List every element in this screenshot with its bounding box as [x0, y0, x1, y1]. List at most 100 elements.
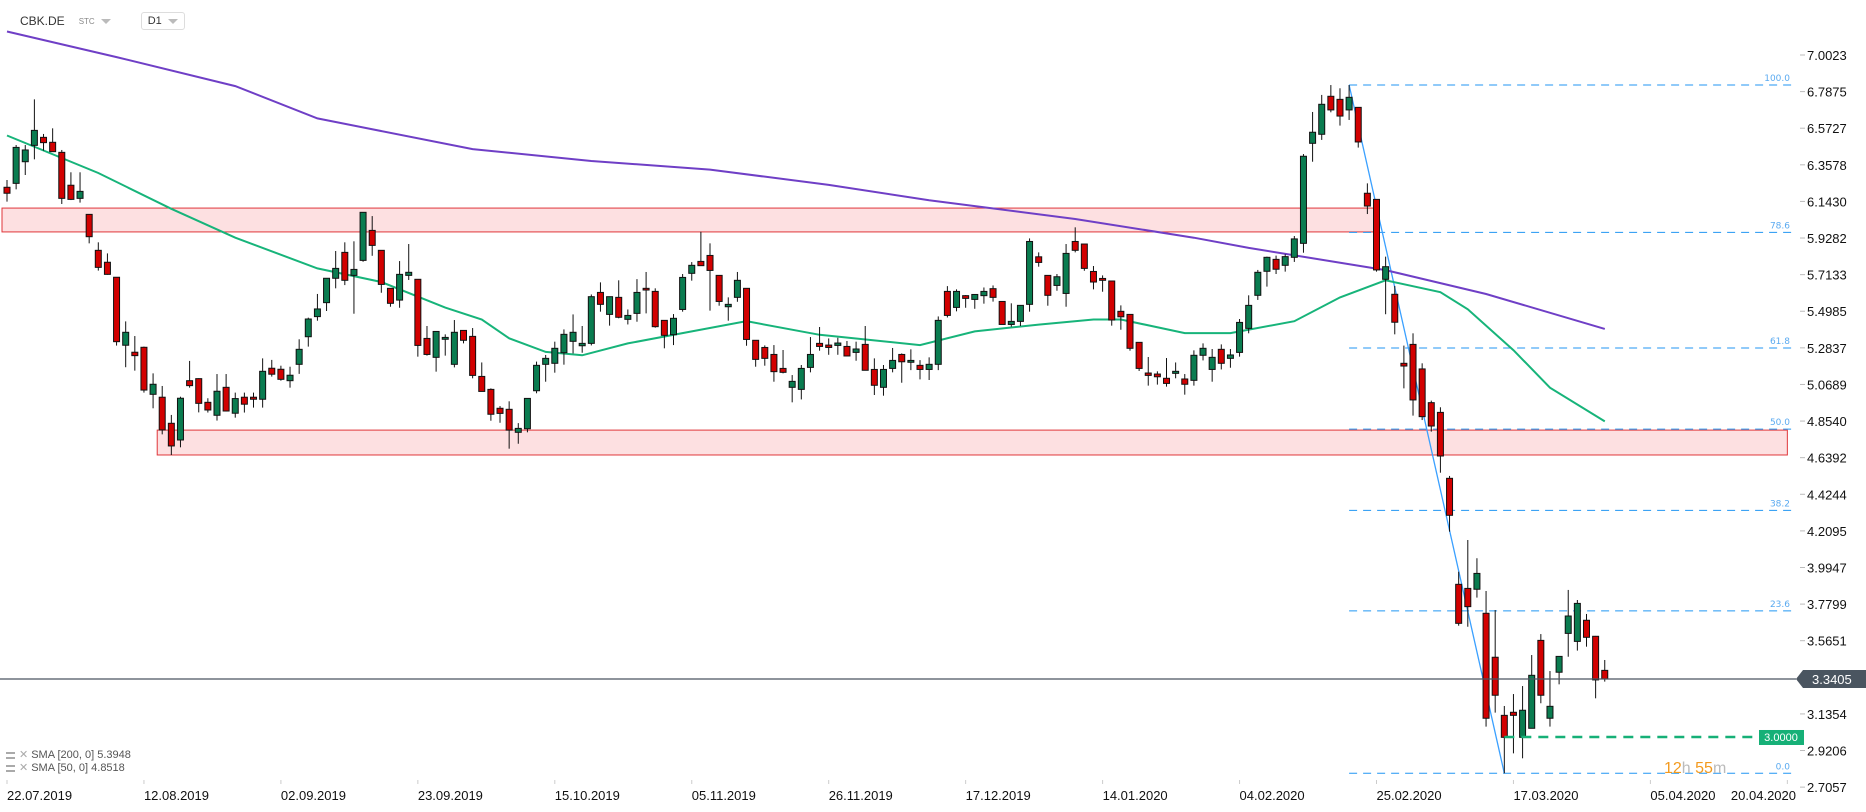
time-tick-label: 17.03.2020 — [1513, 788, 1578, 803]
candle — [441, 334, 449, 356]
candle-body-bearish — [186, 380, 194, 387]
moving-averages — [6, 30, 1606, 423]
countdown-m: m — [1712, 760, 1727, 777]
price-tick-label: 4.8540 — [1807, 414, 1847, 429]
candle-body-bearish — [1135, 341, 1143, 369]
fibonacci-retracement[interactable]: 100.0 78.6 61.8 50.0 38.2 23.6 0.0 — [1348, 74, 1796, 774]
candle-body-bearish — [1537, 639, 1545, 696]
candle-body-bearish — [1391, 293, 1399, 323]
price-tick-label: 4.4244 — [1807, 487, 1847, 502]
candle — [816, 327, 824, 351]
candle — [587, 294, 595, 346]
close-icon[interactable]: ✕ — [19, 749, 29, 761]
candle — [943, 286, 951, 318]
candle-body-bearish — [1144, 372, 1152, 376]
candle-body-bullish — [1345, 96, 1353, 111]
candle — [642, 271, 650, 314]
candle — [414, 278, 422, 357]
candle-body-bullish — [578, 342, 586, 347]
price-tick-label: 3.1354 — [1807, 707, 1847, 722]
candle-body-bearish — [1099, 277, 1107, 281]
symbol-label[interactable]: CBK.DE — [20, 14, 65, 28]
candle — [578, 325, 586, 353]
time-tick-label: 12.08.2019 — [144, 788, 209, 803]
price-lines — [0, 678, 1796, 739]
candle — [542, 354, 550, 382]
candle-body-bearish — [743, 287, 751, 340]
price-tick-label: 2.7057 — [1807, 780, 1847, 795]
close-icon[interactable]: ✕ — [19, 762, 29, 774]
candle-body-bullish — [934, 319, 942, 365]
candle — [660, 319, 668, 349]
time-tick-label: 15.10.2019 — [555, 788, 620, 803]
price-zone[interactable] — [1, 207, 1377, 233]
candle — [569, 314, 577, 354]
candle — [368, 216, 376, 256]
candle-body-bearish — [1071, 240, 1079, 251]
candle — [861, 325, 869, 371]
candle-body-bearish — [240, 396, 248, 405]
candle — [1007, 303, 1015, 327]
candle-body-bearish — [1455, 583, 1463, 624]
candle-body-bullish — [176, 397, 184, 441]
candle — [916, 360, 924, 380]
fib-level-label: 38.2 — [1770, 499, 1790, 509]
candle-body-bearish — [1409, 343, 1417, 401]
candle — [1281, 254, 1289, 272]
candle — [879, 365, 887, 396]
alert-level-badge[interactable] — [1759, 729, 1804, 745]
candle — [1144, 356, 1152, 386]
indicator-legend: ✕ SMA [200, 0] 5.3948 ✕ SMA [50, 0] 4.8518 — [6, 749, 131, 775]
candle — [432, 330, 440, 372]
legend-sma200[interactable]: ✕ SMA [200, 0] 5.3948 — [6, 749, 131, 762]
candle-body-bullish — [1263, 256, 1271, 272]
candle-body-bullish — [1564, 615, 1572, 634]
price-axis[interactable]: 7.0023 6.7875 6.5727 6.3578 6.1430 5.9282 5.71… — [1759, 48, 1866, 795]
candle-body-bearish — [1126, 313, 1134, 349]
candle-body-bearish — [1491, 656, 1499, 696]
candle — [1080, 243, 1088, 271]
candle — [85, 213, 93, 244]
fib-level-label: 78.6 — [1770, 221, 1790, 231]
candle — [350, 241, 358, 314]
time-tick-label: 05.04.2020 — [1650, 788, 1715, 803]
candle-body-bullish — [1519, 709, 1527, 738]
candle-body-bearish — [49, 141, 57, 153]
candle-body-bullish — [1053, 276, 1061, 286]
candle-body-bullish — [679, 276, 687, 310]
candle — [240, 392, 248, 413]
chevron-down-icon[interactable] — [100, 18, 111, 24]
candle — [1327, 85, 1335, 113]
timeframe-select[interactable]: D1 — [140, 12, 185, 30]
candle-body-bearish — [770, 353, 778, 373]
candle — [934, 316, 942, 371]
candle — [615, 280, 623, 319]
candle — [149, 373, 157, 409]
settings-icon[interactable] — [6, 765, 15, 772]
candle — [1418, 363, 1426, 421]
candle-body-bullish — [405, 271, 413, 276]
candle — [752, 339, 760, 367]
candle — [1226, 348, 1234, 368]
candle — [21, 145, 29, 176]
candle — [533, 361, 541, 394]
candle — [733, 271, 741, 302]
candle — [1409, 333, 1417, 416]
candle-body-bullish — [1254, 271, 1262, 296]
candle-body-bullish — [1226, 354, 1234, 359]
settings-icon[interactable] — [6, 752, 15, 759]
candle-body-bearish — [596, 291, 604, 305]
candle — [359, 211, 367, 262]
candle-countdown: 12h 55m — [1664, 760, 1726, 778]
legend-sma50[interactable]: ✕ SMA [50, 0] 4.8518 — [6, 762, 131, 775]
candle — [706, 243, 714, 311]
price-zone[interactable] — [156, 429, 1788, 456]
time-axis[interactable]: 22.07.2019 12.08.2019 02.09.2019 23.09.2019… — [6, 780, 1796, 803]
sma50-label: SMA [50, 0] 4.8518 — [31, 762, 125, 774]
candle-body-bearish — [861, 343, 869, 371]
candle-body-bearish — [268, 367, 276, 375]
candle-body-bullish — [1199, 347, 1207, 356]
candle-body-bullish — [889, 359, 897, 369]
countdown-minutes: 55 — [1695, 760, 1713, 777]
